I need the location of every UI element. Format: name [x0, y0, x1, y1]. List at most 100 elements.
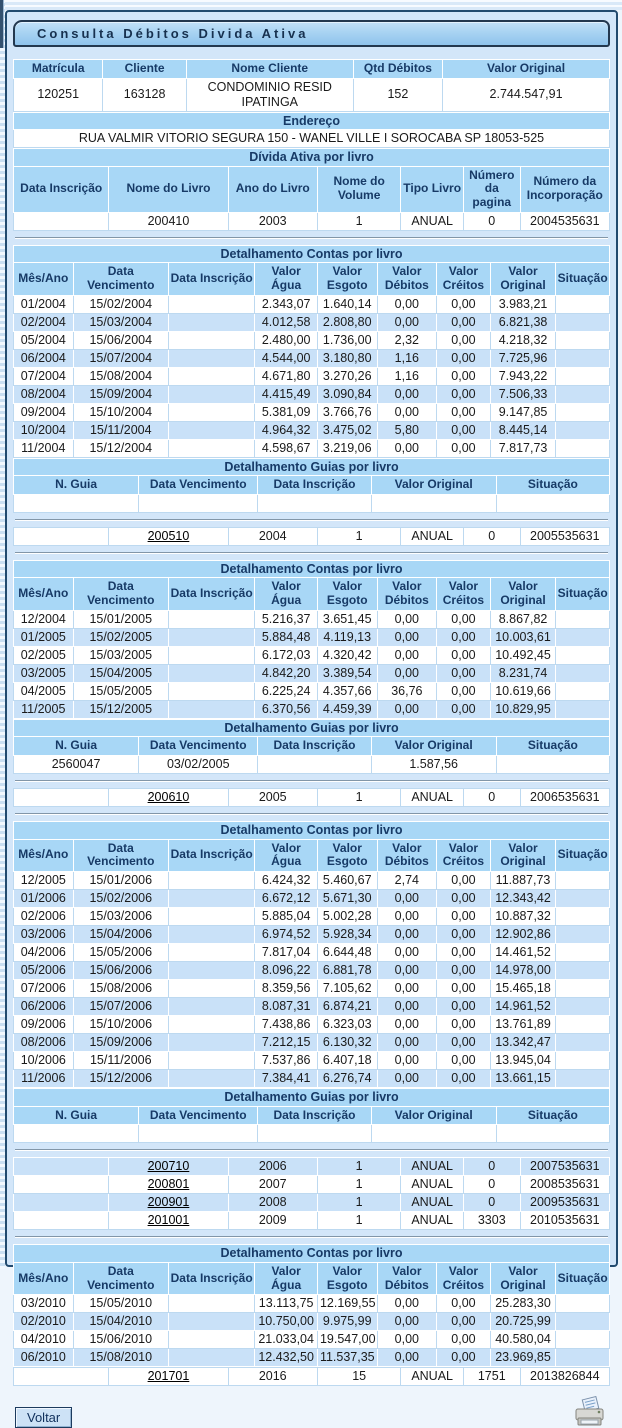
cell: 5.885,04	[254, 907, 318, 927]
table-row: 05/2004 15/06/2004 2.480,00 1.736,00 2,32 0,…	[13, 330, 610, 350]
cell: 15/02/2006	[72, 889, 169, 909]
cell: 0,00	[436, 1294, 491, 1314]
table-row: 08/2004 15/09/2004 4.415,49 3.090,84 0,00 0,…	[13, 384, 610, 404]
cell: 0	[462, 1157, 521, 1177]
column-header: Valor Original	[489, 262, 557, 296]
livro-link[interactable]: 200510	[147, 529, 190, 544]
cell	[555, 1330, 610, 1350]
column-header: Data Vencimento	[72, 838, 169, 873]
column-header: Mês/Ano	[13, 838, 74, 873]
cell: 7.438,86	[254, 1015, 318, 1035]
cell: 5,80	[376, 420, 438, 440]
detail-sections: Dívida Ativa por livro Data Inscrição Nome…	[12, 148, 611, 1387]
print-icon[interactable]	[572, 1396, 608, 1428]
cell	[555, 438, 610, 458]
livro-link[interactable]: 201701	[147, 1369, 190, 1384]
cell: 03/2006	[13, 925, 74, 945]
cell: 0,00	[376, 646, 438, 666]
client-header-row: Matrícula Cliente Nome Cliente Qtd Débit…	[12, 59, 610, 79]
column-header: Situação	[495, 1105, 611, 1126]
table-row: 200510 2004 1 ANUAL 0 2005535631	[12, 527, 611, 547]
cell: ANUAL	[400, 1157, 464, 1177]
cell: 2.480,00	[254, 330, 318, 350]
cell: 4.357,66	[316, 682, 378, 702]
livro-link[interactable]: 201001	[147, 1213, 190, 1228]
window-left-edge	[0, 0, 5, 1269]
client-data-row: 120251 163128 CONDOMINIO RESID IPATINGA …	[12, 77, 610, 112]
cell: ANUAL	[400, 1367, 464, 1387]
valor-original-header: Valor Original	[442, 59, 610, 79]
livro-link[interactable]: 200710	[147, 1159, 190, 1174]
column-header: Valor Original	[489, 577, 557, 612]
cell: 0	[462, 1193, 521, 1213]
table-row: 11/2005 15/12/2005 6.370,56 4.459,39 0,00 0,…	[13, 700, 610, 720]
cell: 0,00	[436, 1051, 491, 1071]
cell	[167, 628, 256, 648]
cell	[138, 1124, 259, 1144]
cell: 0,00	[436, 294, 491, 314]
cell: 0,00	[436, 961, 491, 981]
cell: 13.113,75	[254, 1294, 318, 1314]
cell: 15/04/2006	[72, 925, 169, 945]
cell: 6.323,03	[316, 1015, 378, 1035]
column-header: Valor Débitos	[376, 577, 438, 612]
table-row: 10/2004 15/11/2004 4.964,32 3.475,02 5,80 0,…	[13, 420, 610, 440]
column-header: Valor Água	[254, 838, 318, 873]
cell: 15.465,18	[489, 979, 557, 999]
cell: 7.943,22	[489, 366, 557, 386]
cell: 15/02/2004	[72, 294, 169, 314]
livro-link[interactable]: 200901	[147, 1195, 190, 1210]
cell	[167, 1033, 256, 1053]
matricula-value: 120251	[12, 77, 104, 112]
cell	[167, 402, 256, 422]
cell: 02/2004	[13, 312, 74, 332]
cell: 15/11/2004	[72, 420, 169, 440]
table-row: 200901 2008 1 ANUAL 0 2009535631	[12, 1193, 611, 1213]
cell: 10.829,95	[489, 700, 557, 720]
livro-link-cell: 200610	[108, 788, 229, 808]
cell: 2003	[227, 211, 318, 231]
cell: 0,00	[376, 997, 438, 1017]
cell: 6.370,56	[254, 700, 318, 720]
cell: 0,00	[436, 1312, 491, 1332]
cell: 11.887,73	[489, 871, 557, 891]
cell	[12, 1124, 140, 1144]
cell: 0,00	[376, 1348, 438, 1368]
table-row: 2560047 03/02/2005 1.587,56	[12, 755, 611, 775]
cell: 2006	[227, 1157, 318, 1177]
cell: 0,00	[436, 979, 491, 999]
cell: 4.671,80	[254, 366, 318, 386]
section-divider	[15, 813, 608, 816]
cell	[257, 1124, 372, 1144]
cell: 1	[316, 527, 402, 547]
cell: 0,00	[436, 348, 491, 368]
table-row	[12, 494, 611, 514]
voltar-button[interactable]: Voltar	[15, 1407, 73, 1428]
qtd-debitos-header: Qtd Débitos	[352, 59, 444, 79]
cell: 0,00	[376, 907, 438, 927]
cell	[167, 1294, 256, 1314]
cell: 3.270,26	[316, 366, 378, 386]
divida-ativa-table: Dívida Ativa por livro Data Inscrição Nome…	[12, 148, 611, 231]
cell: 0,00	[436, 420, 491, 440]
contas-table: Detalhamento Contas por livro Mês/Ano Data…	[13, 244, 610, 458]
cell: 01/2005	[13, 628, 74, 648]
cell: 12.169,55	[316, 1294, 378, 1314]
cell	[555, 1348, 610, 1368]
cell: 0,00	[436, 402, 491, 422]
livro-row-table: 200510 2004 1 ANUAL 0 2005535631	[12, 527, 611, 547]
column-header: Data Vencimento	[138, 475, 259, 496]
table-row: 03/2006 15/04/2006 6.974,52 5.928,34 0,00 0,…	[13, 925, 610, 945]
cell: 12/2005	[13, 871, 74, 891]
cell: 2560047	[12, 755, 140, 775]
cell: 0,00	[436, 889, 491, 909]
cell	[555, 312, 610, 332]
cell: 05/2006	[13, 961, 74, 981]
livro-link[interactable]: 200610	[147, 790, 190, 805]
livro-link-cell: 201001	[108, 1211, 229, 1231]
cell: 1	[316, 1157, 402, 1177]
column-header: Situação	[495, 736, 611, 757]
cell: 0,00	[436, 997, 491, 1017]
cell: ANUAL	[400, 1175, 464, 1195]
livro-link[interactable]: 200801	[147, 1177, 190, 1192]
